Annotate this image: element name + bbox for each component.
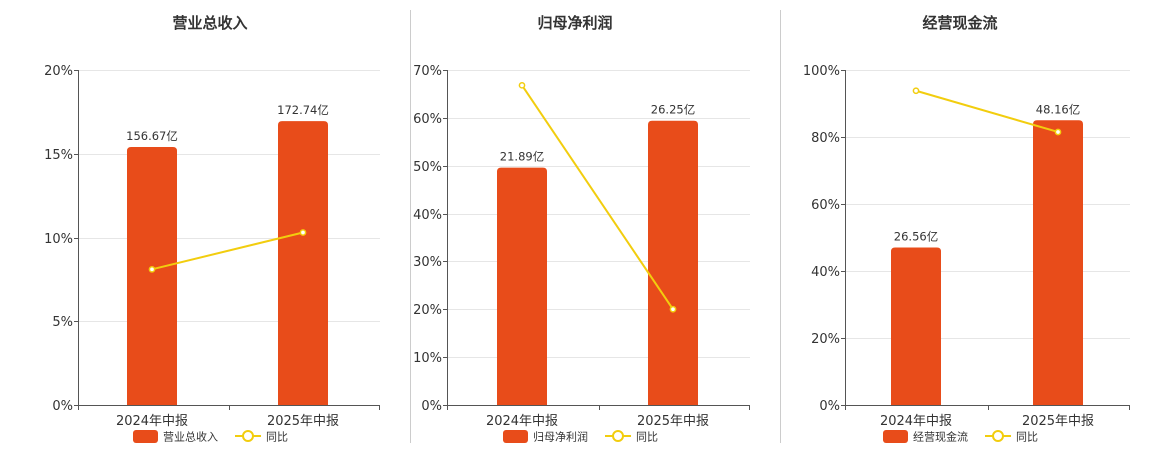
bar bbox=[648, 120, 698, 405]
bar-data-label: 21.89亿 bbox=[500, 150, 544, 164]
y-tick-label: 60% bbox=[811, 198, 840, 213]
y-tick-label: 0% bbox=[52, 399, 73, 414]
x-tick-label: 2025年中报 bbox=[637, 414, 709, 429]
chart-title: 营业总收入 bbox=[172, 14, 247, 32]
y-tick-label: 20% bbox=[811, 332, 840, 347]
y-tick-label: 15% bbox=[44, 148, 73, 163]
chart-panel-1: 营业总收入 0% 5% 10% 15% 20% 2024年中报 2025年中报 156.67亿 1… bbox=[44, 14, 380, 444]
legend-swatch-marker bbox=[992, 430, 1004, 442]
y-tick-label: 0% bbox=[421, 399, 442, 414]
chart-panel-2: 归母净利润 0% 10% 20% 30% 40% 50% 60% 70% 2024年中报 2025年… bbox=[413, 14, 750, 444]
x-tick-label: 2024年中报 bbox=[880, 414, 952, 429]
x-tick-label: 2024年中报 bbox=[486, 414, 558, 429]
y-tick-label: 10% bbox=[413, 351, 442, 366]
y-tick-label: 40% bbox=[811, 265, 840, 280]
line-point bbox=[518, 81, 526, 89]
bar bbox=[1033, 120, 1083, 405]
bar-data-label: 156.67亿 bbox=[126, 129, 178, 143]
legend-swatch-marker bbox=[612, 430, 624, 442]
line-point bbox=[148, 265, 156, 273]
legend-swatch-bar bbox=[883, 430, 908, 443]
legend-label: 同比 bbox=[636, 431, 658, 444]
chart-title: 归母净利润 bbox=[537, 14, 612, 32]
y-tick-label: 40% bbox=[413, 208, 442, 223]
y-tick-label: 30% bbox=[413, 255, 442, 270]
legend-label: 营业总收入 bbox=[163, 430, 218, 444]
y-tick-label: 20% bbox=[413, 303, 442, 318]
bar-data-label: 26.25亿 bbox=[651, 103, 695, 117]
legend-label: 同比 bbox=[1016, 431, 1038, 444]
chart-panel-3: 经营现金流 0% 20% 40% 60% 80% 100% 2024年中报 2025年中报 26.… bbox=[803, 14, 1130, 444]
bar-data-label: 26.56亿 bbox=[894, 230, 938, 244]
y-tick-label: 60% bbox=[413, 112, 442, 127]
chart-title: 经营现金流 bbox=[922, 14, 997, 32]
bar bbox=[278, 121, 328, 406]
series-line-同比 bbox=[521, 84, 674, 310]
line-point bbox=[299, 229, 307, 236]
bar bbox=[497, 167, 547, 405]
legend-label: 同比 bbox=[266, 431, 288, 444]
legend-label: 归母净利润 bbox=[533, 430, 588, 444]
bar bbox=[891, 247, 941, 405]
y-tick-label: 80% bbox=[811, 131, 840, 146]
series-line-同比 bbox=[915, 89, 1059, 133]
y-tick-label: 100% bbox=[803, 64, 840, 79]
bar-data-label: 172.74亿 bbox=[277, 103, 329, 117]
y-tick-label: 50% bbox=[413, 160, 442, 175]
bar bbox=[127, 147, 177, 406]
legend-swatch-marker bbox=[242, 430, 254, 442]
x-tick-label: 2025年中报 bbox=[267, 414, 339, 429]
y-tick-label: 10% bbox=[44, 232, 73, 247]
series-line-同比 bbox=[151, 231, 304, 271]
x-tick-label: 2025年中报 bbox=[1022, 414, 1094, 429]
line-point bbox=[912, 87, 920, 95]
y-tick-label: 70% bbox=[413, 64, 442, 79]
y-tick-label: 5% bbox=[52, 315, 73, 330]
line-point bbox=[1054, 128, 1062, 136]
y-tick-label: 20% bbox=[44, 64, 73, 79]
bar-data-label: 48.16亿 bbox=[1036, 102, 1080, 116]
legend-label: 经营现金流 bbox=[913, 430, 968, 444]
x-tick-label: 2024年中报 bbox=[116, 414, 188, 429]
y-tick-label: 0% bbox=[819, 399, 840, 414]
legend-swatch-bar bbox=[133, 430, 158, 443]
line-point bbox=[669, 305, 677, 313]
legend-swatch-bar bbox=[503, 430, 528, 443]
